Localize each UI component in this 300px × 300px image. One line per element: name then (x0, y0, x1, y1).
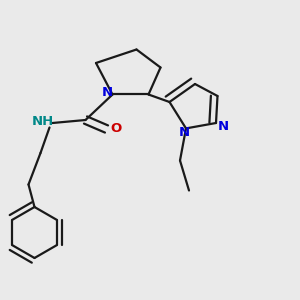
Text: O: O (111, 122, 122, 135)
Text: NH: NH (32, 115, 54, 128)
Text: N: N (101, 86, 113, 100)
Text: N: N (179, 126, 190, 140)
Text: N: N (218, 119, 229, 133)
